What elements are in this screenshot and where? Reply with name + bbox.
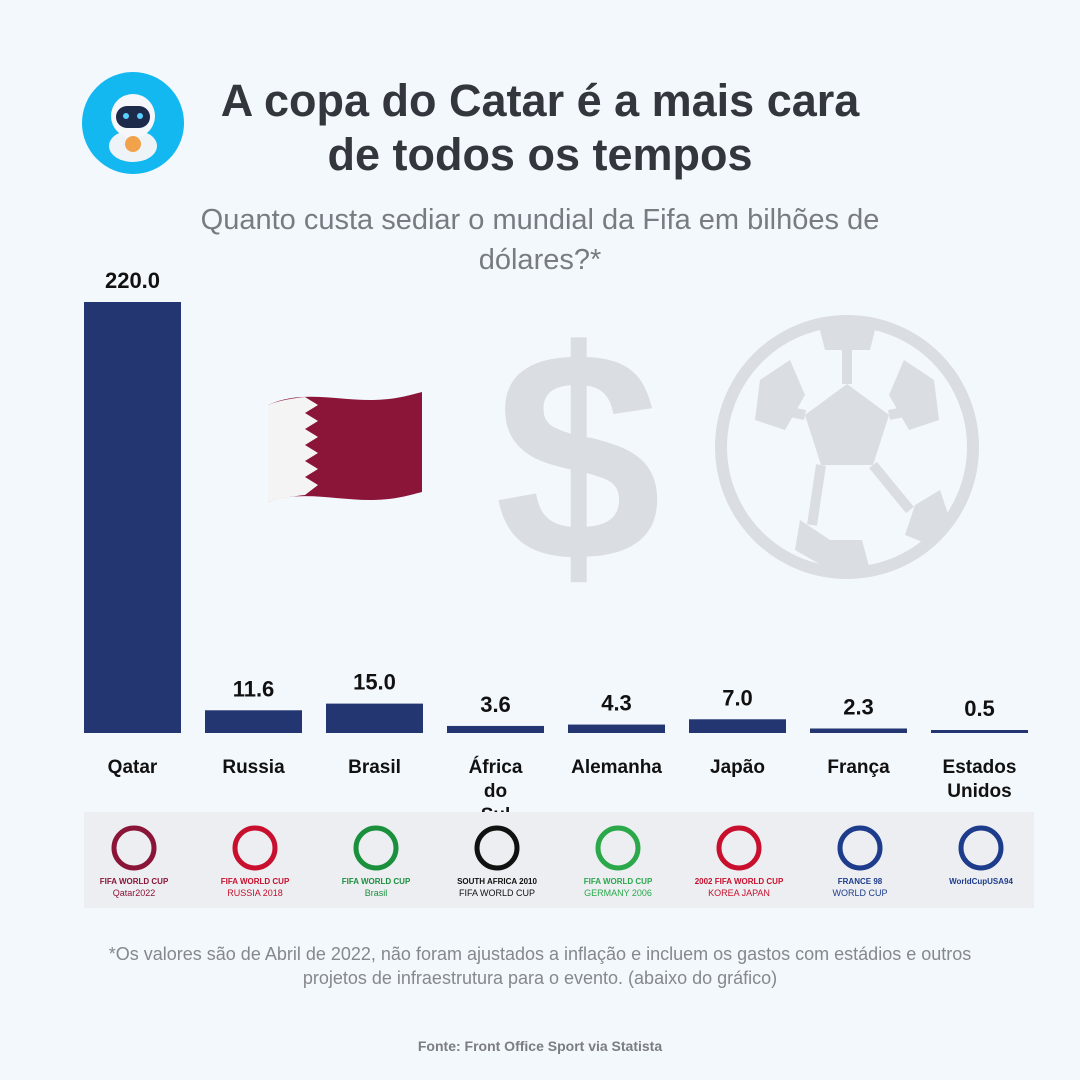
data-label-0: 220.0 bbox=[105, 268, 160, 293]
world-cup-logo-5: 2002 FIFA WORLD CUP KOREA JAPAN bbox=[695, 825, 784, 898]
data-label-2: 15.0 bbox=[353, 670, 396, 695]
bar-5 bbox=[689, 719, 786, 733]
world-cup-logo-3: SOUTH AFRICA 2010 FIFA WORLD CUP bbox=[457, 825, 537, 898]
data-label-1: 11.6 bbox=[233, 676, 275, 701]
world-cup-logo-7: WorldCupUSA94 bbox=[949, 825, 1013, 886]
svg-text:KOREA JAPAN: KOREA JAPAN bbox=[708, 888, 770, 898]
bar-0 bbox=[84, 302, 181, 733]
svg-text:FIFA WORLD CUP: FIFA WORLD CUP bbox=[342, 877, 411, 886]
data-label-7: 0.5 bbox=[964, 696, 995, 721]
world-cup-logo-6: FRANCE 98 WORLD CUP bbox=[832, 825, 888, 898]
soccer-ball-icon bbox=[715, 315, 979, 579]
category-label-4: Alemanha bbox=[571, 757, 662, 778]
page-subtitle: Quanto custa sediar o mundial da Fifa em… bbox=[200, 204, 880, 276]
astronaut-avatar-icon bbox=[82, 72, 184, 174]
category-label-6: França bbox=[827, 757, 890, 778]
page-title: A copa do Catar é a mais cara de todos o… bbox=[220, 75, 860, 180]
world-cup-logos-strip: FIFA WORLD CUP Qatar2022 FIFA WORLD CUP RUS… bbox=[84, 812, 1034, 908]
svg-text:FRANCE 98: FRANCE 98 bbox=[838, 877, 883, 886]
source-credit: Fonte: Front Office Sport via Statista bbox=[417, 1038, 663, 1054]
category-label-7: Estados Unidos bbox=[943, 757, 1017, 802]
world-cup-logo-2: FIFA WORLD CUP Brasil bbox=[342, 825, 411, 898]
svg-text:WORLD CUP: WORLD CUP bbox=[832, 888, 887, 898]
svg-text:FIFA WORLD CUP: FIFA WORLD CUP bbox=[584, 877, 653, 886]
svg-text:WorldCupUSA94: WorldCupUSA94 bbox=[949, 877, 1013, 886]
category-label-5: Japão bbox=[710, 757, 765, 778]
svg-text:2002 FIFA WORLD CUP: 2002 FIFA WORLD CUP bbox=[695, 877, 784, 886]
footnote: *Os valores são de Abril de 2022, não fo… bbox=[108, 944, 972, 988]
bar-3 bbox=[447, 725, 544, 733]
data-label-3: 3.6 bbox=[480, 692, 511, 717]
svg-text:RUSSIA 2018: RUSSIA 2018 bbox=[227, 888, 283, 898]
bar-1 bbox=[205, 710, 302, 733]
svg-text:GERMANY 2006: GERMANY 2006 bbox=[584, 888, 652, 898]
data-label-4: 4.3 bbox=[601, 691, 632, 716]
svg-text:Qatar2022: Qatar2022 bbox=[113, 888, 156, 898]
bar-2 bbox=[326, 703, 423, 733]
world-cup-logo-4: FIFA WORLD CUP GERMANY 2006 bbox=[584, 825, 653, 898]
svg-text:FIFA WORLD CUP: FIFA WORLD CUP bbox=[100, 877, 169, 886]
bar-7 bbox=[931, 730, 1028, 733]
bar-4 bbox=[568, 724, 665, 733]
world-cup-logo-0: FIFA WORLD CUP Qatar2022 bbox=[100, 825, 169, 898]
svg-text:FIFA WORLD CUP: FIFA WORLD CUP bbox=[221, 877, 290, 886]
svg-text:SOUTH AFRICA 2010: SOUTH AFRICA 2010 bbox=[457, 877, 537, 886]
bar-6 bbox=[810, 728, 907, 733]
data-label-6: 2.3 bbox=[843, 694, 874, 719]
category-label-0: Qatar bbox=[108, 757, 158, 778]
svg-text:Brasil: Brasil bbox=[365, 888, 388, 898]
category-label-2: Brasil bbox=[348, 757, 401, 778]
dollar-sign-icon: $ bbox=[495, 288, 662, 624]
world-cup-logo-1: FIFA WORLD CUP RUSSIA 2018 bbox=[221, 825, 290, 898]
qatar-flag-icon bbox=[268, 392, 422, 502]
category-label-1: Russia bbox=[222, 757, 285, 778]
svg-text:FIFA WORLD CUP: FIFA WORLD CUP bbox=[459, 888, 535, 898]
data-label-5: 7.0 bbox=[722, 685, 753, 710]
